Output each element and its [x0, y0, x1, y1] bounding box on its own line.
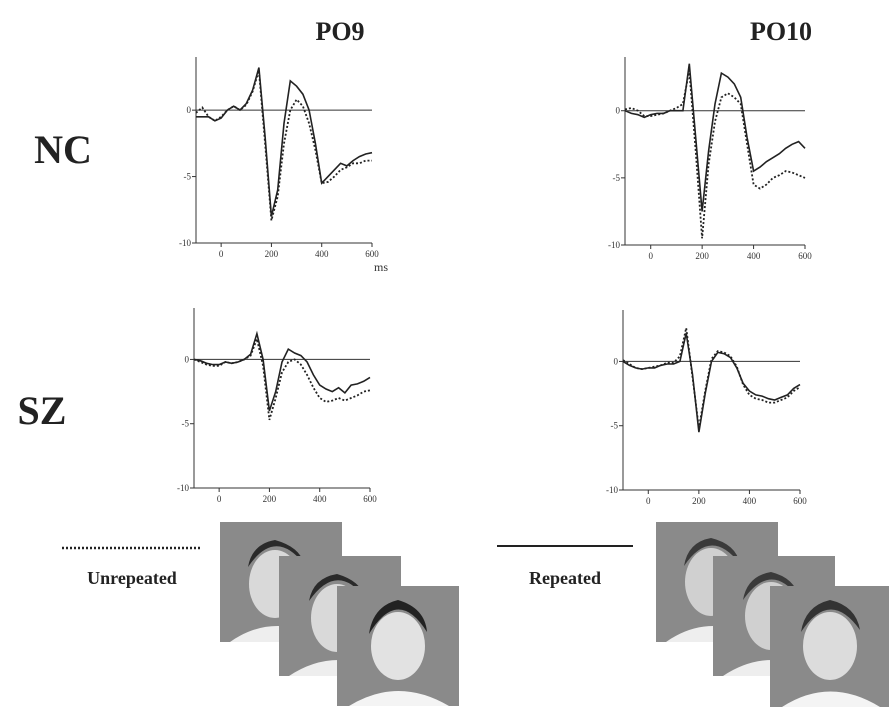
series-line: [624, 70, 806, 239]
legend-label: Unrepeated: [87, 568, 177, 588]
x-tick-label: 200: [695, 251, 709, 261]
series-line: [622, 327, 801, 429]
face-stack: [656, 522, 889, 707]
series-line: [196, 67, 373, 217]
y-tick-label: 0: [614, 356, 619, 366]
series-line: [622, 332, 801, 433]
row-label: SZ: [18, 388, 67, 433]
x-tick-label: 0: [217, 494, 222, 504]
x-tick-label: 600: [793, 496, 807, 506]
series-line: [195, 70, 372, 221]
series-line: [193, 335, 371, 421]
y-tick-label: 0: [616, 106, 621, 116]
y-tick-label: -10: [177, 483, 189, 493]
y-tick-label: 0: [185, 354, 190, 364]
y-tick-label: 0: [187, 105, 192, 115]
series-line: [193, 330, 371, 412]
x-tick-label: 600: [798, 251, 812, 261]
y-tick-label: -5: [613, 173, 621, 183]
series-line: [624, 63, 806, 212]
x-tick-label: 600: [363, 494, 377, 504]
y-tick-label: -10: [608, 240, 620, 250]
column-title: PO9: [315, 17, 364, 46]
face-stack: [220, 522, 459, 706]
column-title: PO10: [750, 17, 812, 46]
y-tick-label: -5: [182, 419, 190, 429]
x-tick-label: 400: [743, 496, 757, 506]
y-tick-label: -10: [606, 485, 618, 495]
x-tick-label: 400: [315, 249, 329, 259]
x-tick-label: 400: [313, 494, 327, 504]
y-tick-label: -5: [611, 421, 619, 431]
legend-label: Repeated: [529, 568, 601, 588]
x-tick-label: 600: [365, 249, 379, 259]
x-tick-label: 0: [648, 251, 653, 261]
row-label: NC: [34, 127, 92, 172]
y-tick-label: -10: [179, 238, 191, 248]
x-tick-label: 200: [265, 249, 279, 259]
x-axis-label: ms: [374, 260, 388, 274]
x-tick-label: 200: [692, 496, 706, 506]
x-tick-label: 200: [263, 494, 277, 504]
x-tick-label: 400: [747, 251, 761, 261]
y-tick-label: -5: [184, 172, 192, 182]
x-tick-label: 0: [646, 496, 651, 506]
x-tick-label: 0: [219, 249, 224, 259]
